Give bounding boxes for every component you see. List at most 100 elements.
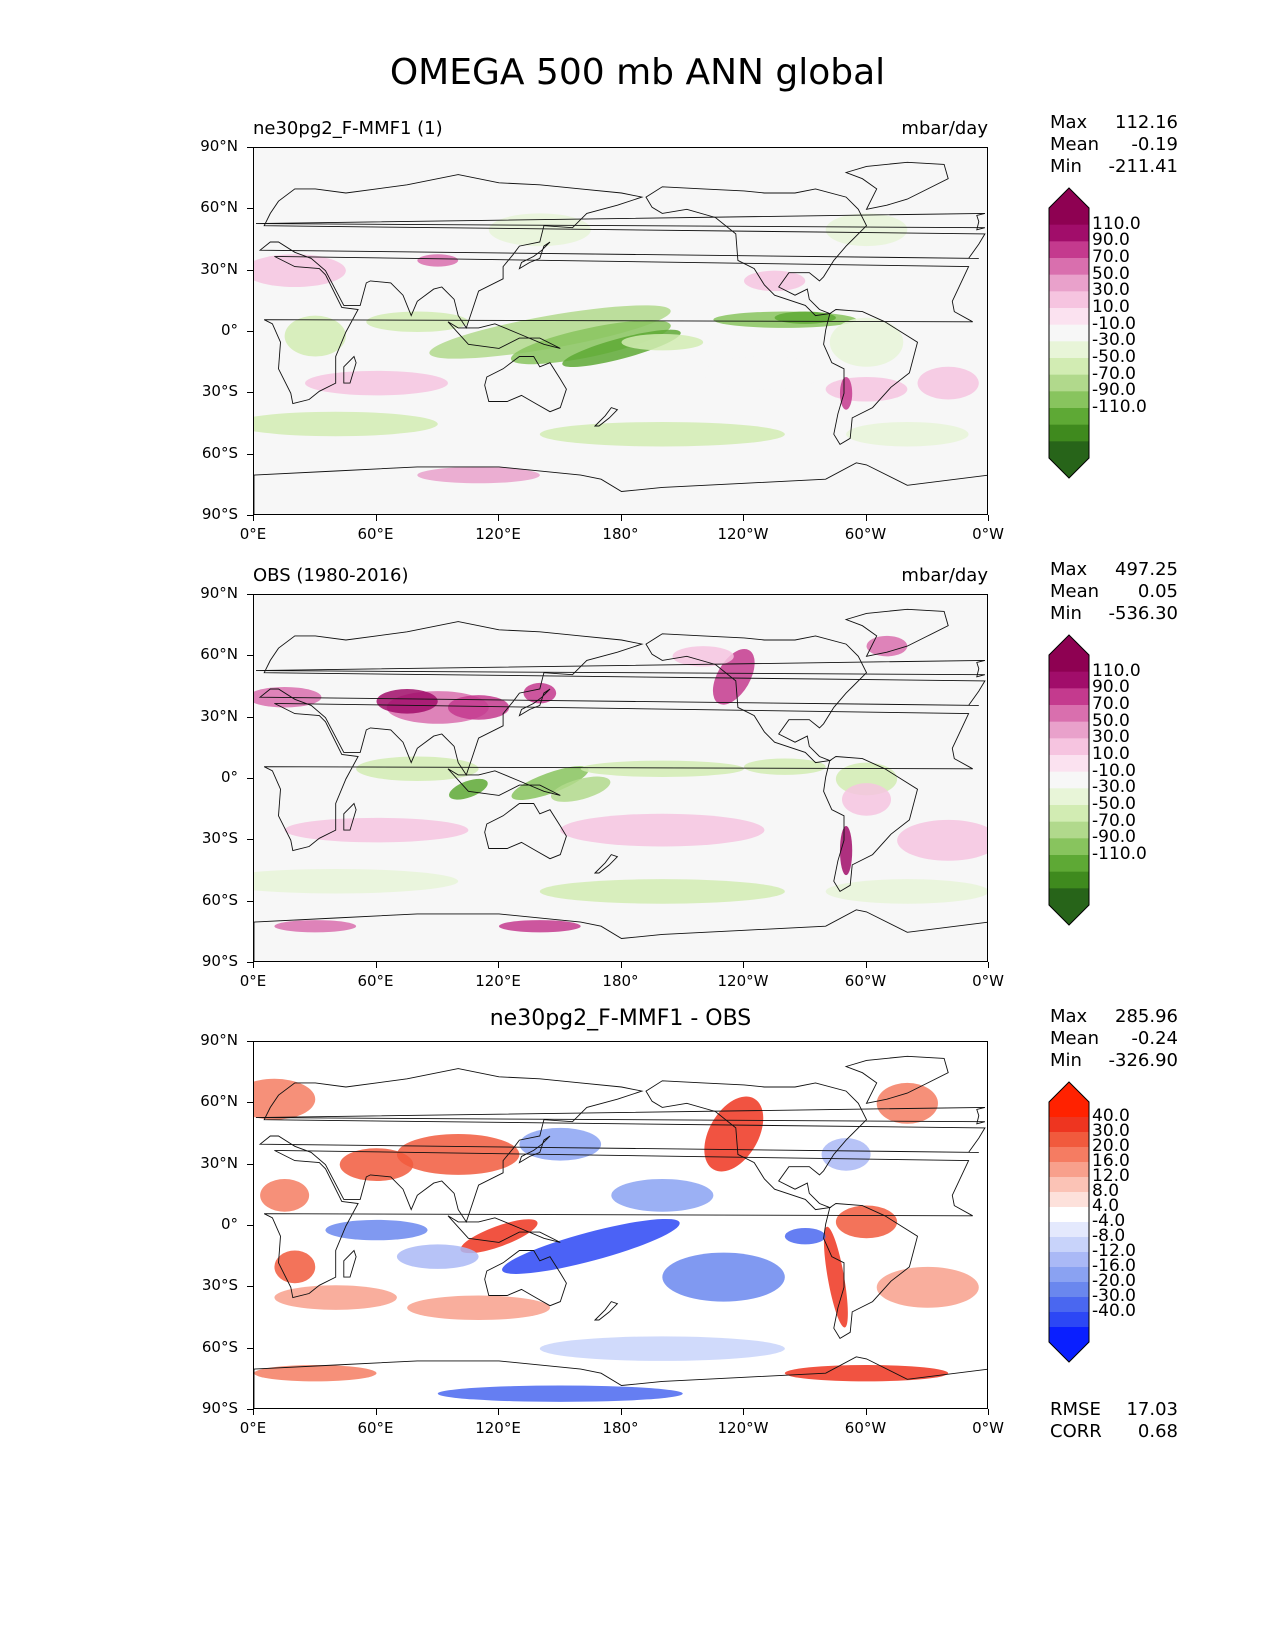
coastline-madagascar	[343, 1249, 357, 1278]
colorbar-tick-label: -30.0	[1092, 330, 1136, 351]
stat-label: Min	[1050, 1050, 1082, 1071]
colorbar-segment-0	[1049, 208, 1089, 226]
latitude-tick	[247, 269, 253, 271]
longitude-label: 180°	[602, 972, 639, 990]
colorbar-segment-9	[1049, 358, 1089, 376]
colorbar-extend-top	[1049, 635, 1089, 655]
field-contour-11	[611, 1178, 714, 1212]
coastline-eurasia	[258, 1068, 986, 1223]
field-contour-4	[774, 311, 836, 324]
longitude-label: 60°E	[357, 1419, 394, 1437]
figure-title: OMEGA 500 mb ANN global	[389, 52, 886, 93]
longitude-tick	[743, 515, 744, 521]
longitude-label: 0°E	[239, 972, 267, 990]
colorbar-segment-6	[1049, 308, 1089, 326]
field-contour-20	[825, 879, 987, 904]
colorbar-tick-label: 110.0	[1092, 660, 1141, 681]
colorbar-tick-label: -16.0	[1092, 1256, 1136, 1276]
longitude-label: 120°E	[475, 525, 521, 543]
latitude-label: 30°S	[201, 382, 238, 401]
stat-value: 285.96	[1115, 1006, 1178, 1027]
colorbar-segment-12	[1049, 408, 1089, 426]
colorbar-segment-8	[1049, 788, 1089, 806]
stat-label: Mean	[1050, 1028, 1100, 1049]
field-contour-13	[876, 1266, 979, 1308]
colorbar-tick-label: 8.0	[1092, 1181, 1120, 1201]
field-contour-21	[539, 421, 785, 447]
stat-label: Max	[1050, 559, 1088, 580]
colorbar-tick-label: 30.0	[1092, 727, 1130, 748]
coastline-uk	[255, 212, 986, 231]
coastline-australia	[484, 356, 567, 413]
colorbar-segment-7	[1049, 324, 1089, 342]
coastline-north-america	[645, 633, 868, 764]
metric-corr: CORR 0.68	[1050, 1421, 1178, 1443]
latitude-label: 90°S	[201, 952, 238, 970]
panel-2-units: mbar/day	[901, 565, 988, 586]
coastline-north-america	[645, 186, 868, 317]
colorbar-tick-label: -110.0	[1092, 397, 1147, 417]
coastline-south-america	[823, 1203, 919, 1340]
field-contour-13	[447, 695, 510, 720]
colorbar-segment-13	[1049, 1297, 1089, 1313]
colorbar-tick-label: -50.0	[1092, 794, 1136, 814]
colorbar-extend-top	[1049, 188, 1089, 208]
latitude-label: 30°S	[201, 1276, 238, 1295]
latitude-label: 60°N	[200, 198, 238, 217]
latitude-label: 90°S	[201, 505, 238, 523]
field-contour-15	[417, 254, 459, 267]
latitude-label: 90°S	[201, 1399, 238, 1417]
coastline-antarctica	[254, 909, 987, 961]
longitude-label: 180°	[602, 525, 639, 543]
colorbar-segment-5	[1049, 291, 1089, 309]
map-panel-1	[253, 147, 988, 515]
coastline-madagascar	[343, 355, 357, 384]
panel-2-title: OBS (1980-2016)	[253, 565, 409, 586]
colorbar-segment-12	[1049, 855, 1089, 873]
field-contour-16	[539, 1336, 785, 1361]
longitude-label: 120°W	[717, 525, 769, 543]
field-contour-15	[407, 1295, 551, 1321]
coastline-africa	[263, 702, 973, 852]
stat-label: Min	[1050, 156, 1082, 177]
longitude-label: 60°E	[357, 525, 394, 543]
stat-max: Max 497.25	[1050, 559, 1178, 581]
coastline-uk	[255, 1106, 986, 1125]
latitude-label: 60°S	[201, 890, 238, 909]
colorbar-tick-label: -30.0	[1092, 1286, 1136, 1306]
colorbar-segment-14	[1049, 441, 1089, 459]
panel-1-stats: Max 112.16 Mean -0.19 Min -211.41	[1050, 112, 1178, 178]
stat-label: Mean	[1050, 134, 1100, 155]
metric-label: RMSE	[1050, 1399, 1101, 1420]
colorbar-tick-label: 50.0	[1092, 710, 1130, 731]
field-contour-17	[825, 213, 908, 247]
longitude-label: 60°W	[844, 972, 887, 990]
coastline-indonesia	[447, 1215, 561, 1243]
field-contour-23	[866, 635, 908, 657]
colorbar-tick-label: -90.0	[1092, 827, 1136, 848]
longitude-tick	[620, 515, 622, 521]
stat-label: Max	[1050, 112, 1088, 133]
longitude-tick	[253, 1409, 254, 1415]
colorbar-segment-3	[1049, 705, 1089, 723]
latitude-label: 60°S	[201, 443, 238, 462]
colorbar-segment-8	[1049, 1222, 1089, 1238]
colorbar-tick-label: 70.0	[1092, 694, 1130, 714]
colorbar-segment-2	[1049, 1132, 1089, 1148]
field-contour-17	[523, 682, 557, 704]
stat-label: Mean	[1050, 581, 1100, 602]
coastline-madagascar	[343, 802, 357, 831]
longitude-label: 180°	[602, 1419, 639, 1437]
coastline-indonesia	[447, 321, 561, 349]
colorbar-tick-label: 40.0	[1092, 1106, 1130, 1126]
colorbar-segment-4	[1049, 274, 1089, 292]
colorbar-tick-label: 70.0	[1092, 247, 1130, 267]
metric-rmse: RMSE 17.03	[1050, 1399, 1178, 1421]
longitude-label: 120°E	[475, 972, 521, 990]
stat-min: Min -326.90	[1050, 1050, 1178, 1072]
colorbar-tick-label: 16.0	[1092, 1151, 1130, 1171]
colorbar-tick-label: -12.0	[1092, 1241, 1136, 1261]
field-contour-11	[917, 366, 979, 400]
coastline-south-america	[823, 309, 919, 446]
colorbar-tick-label: 30.0	[1092, 1121, 1130, 1141]
